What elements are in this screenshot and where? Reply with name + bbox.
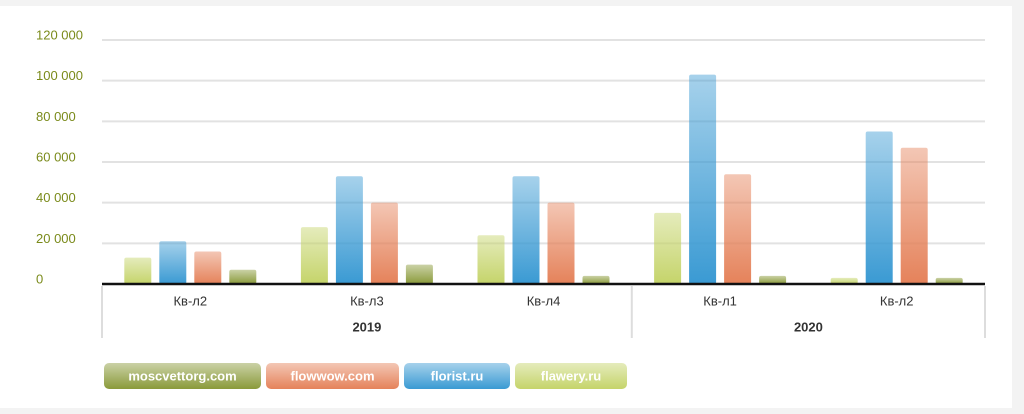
legend-swatch	[515, 363, 627, 389]
bar	[335, 176, 363, 284]
bar	[654, 212, 682, 284]
bar	[724, 174, 752, 284]
y-tick-label: 60 000	[36, 149, 76, 164]
y-tick-label: 0	[36, 271, 43, 286]
x-tick-label: Кв-л1	[703, 293, 737, 308]
y-tick-label: 20 000	[36, 231, 76, 246]
y-tick-label: 40 000	[36, 190, 76, 205]
y-tick-label: 100 000	[36, 68, 83, 83]
x-tick-label: Кв-л2	[880, 293, 914, 308]
group-label: 2019	[352, 319, 381, 334]
bar	[124, 257, 152, 284]
bar	[935, 277, 963, 284]
bar	[830, 277, 858, 284]
bar	[689, 74, 717, 284]
y-tick-label: 80 000	[36, 109, 76, 124]
legend-swatch	[266, 363, 399, 389]
bar	[582, 275, 610, 284]
bar	[370, 202, 398, 284]
group-label: 2020	[794, 319, 823, 334]
legend-swatch	[104, 363, 261, 389]
x-tick-label: Кв-л2	[173, 293, 207, 308]
legend-swatch	[404, 363, 510, 389]
panel	[0, 6, 1012, 408]
bar	[405, 264, 433, 284]
bar	[229, 269, 257, 284]
bar	[300, 227, 328, 284]
bar	[900, 147, 928, 284]
bar	[477, 235, 505, 284]
legend-label: florist.ru	[431, 368, 484, 383]
bar	[865, 131, 893, 284]
legend-label: moscvettorg.com	[128, 368, 236, 383]
bar	[194, 251, 222, 284]
bar	[547, 202, 575, 284]
bar	[759, 275, 787, 284]
bar	[512, 176, 540, 284]
x-tick-label: Кв-л4	[527, 293, 561, 308]
legend-label: flowwow.com	[290, 368, 374, 383]
y-tick-label: 120 000	[36, 27, 83, 42]
bar	[159, 241, 187, 284]
legend-label: flawery.ru	[541, 368, 602, 383]
x-tick-label: Кв-л3	[350, 293, 384, 308]
